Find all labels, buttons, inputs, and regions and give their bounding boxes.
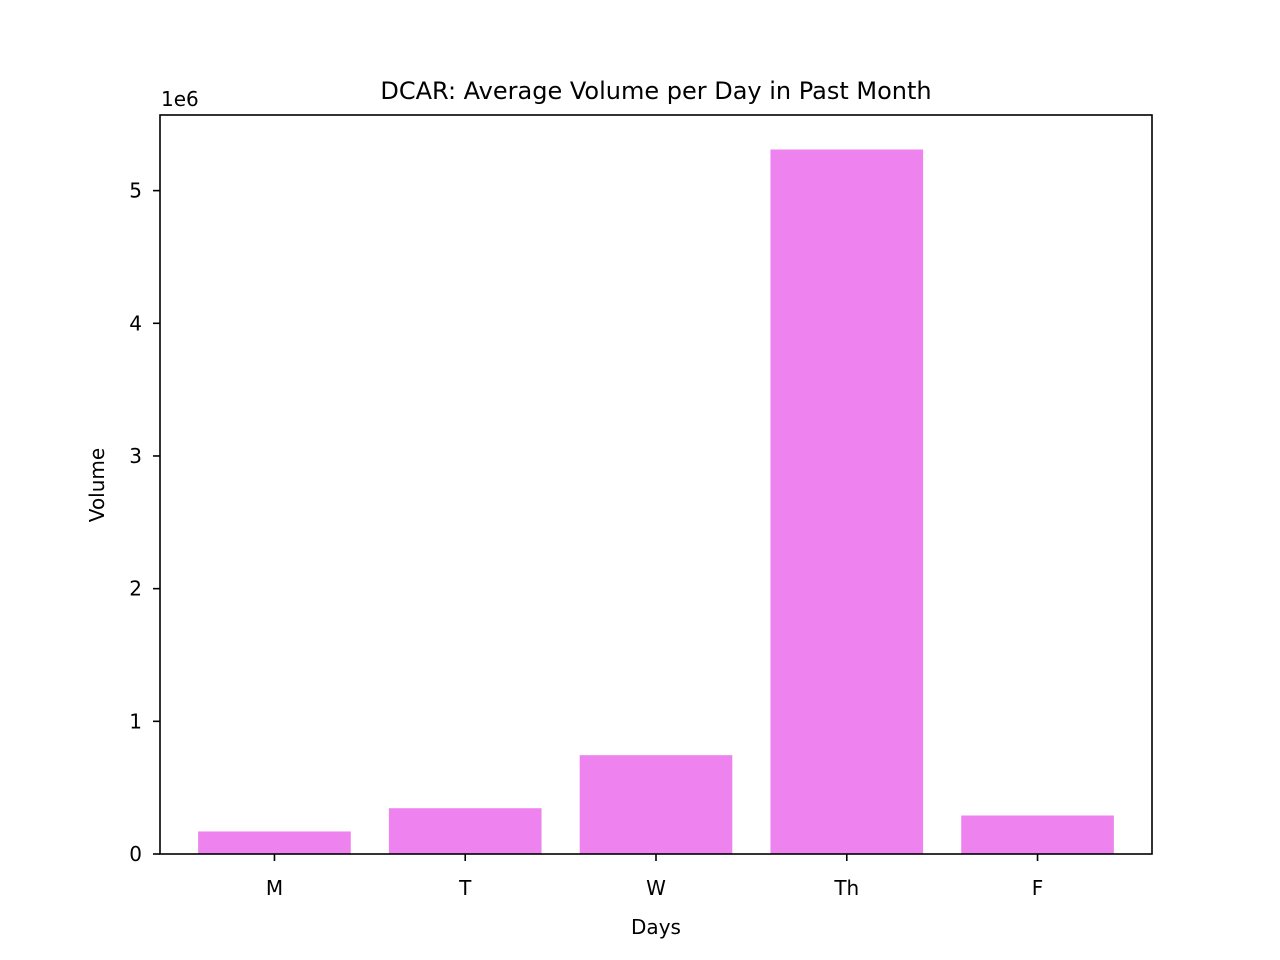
bar-m <box>198 831 351 854</box>
y-tick-label: 1 <box>129 709 142 733</box>
plot-frame <box>159 114 1153 855</box>
x-tick-label: Th <box>833 876 859 900</box>
bars-group <box>198 149 1114 854</box>
y-tick-label: 0 <box>129 842 142 866</box>
x-tick-label: W <box>646 876 666 900</box>
bar-f <box>961 815 1114 854</box>
bar-t <box>388 808 542 854</box>
x-tick-label: F <box>1032 876 1044 900</box>
bar-w <box>579 755 733 854</box>
x-axis-label: Days <box>631 915 681 939</box>
x-tick-label: T <box>458 876 472 900</box>
y-tick-label: 4 <box>129 311 142 335</box>
y-axis-offset-label: 1e6 <box>161 87 199 111</box>
y-tick-label: 2 <box>129 577 142 601</box>
y-axis-label: Volume <box>85 448 109 522</box>
y-ticks-group: 0 1 2 3 4 5 <box>129 179 160 866</box>
y-tick-label: 5 <box>129 179 142 203</box>
chart-title: DCAR: Average Volume per Day in Past Mon… <box>380 77 931 105</box>
x-tick-label: M <box>266 876 283 900</box>
bar-th <box>770 149 924 854</box>
y-tick-label: 3 <box>129 444 142 468</box>
x-ticks-group: M T W Th F <box>266 854 1043 900</box>
